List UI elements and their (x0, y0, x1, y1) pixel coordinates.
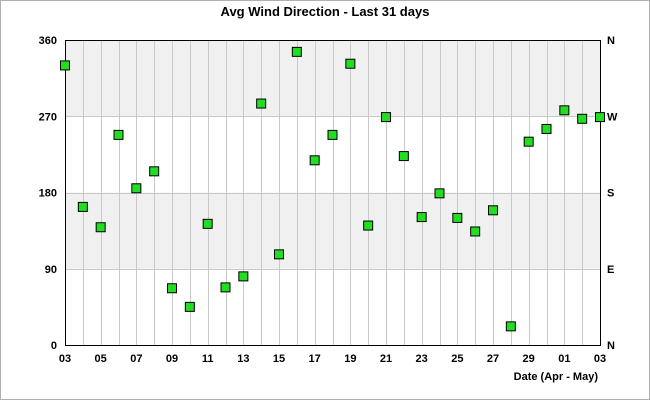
data-point (595, 112, 605, 123)
data-point (488, 205, 498, 216)
plot-area-border (65, 40, 601, 346)
x-tick-label: 03 (59, 353, 71, 365)
data-point (327, 129, 338, 140)
x-tick-label: 27 (487, 353, 499, 365)
x-tick-label: 17 (309, 353, 321, 365)
y-tick-label: 270 (39, 111, 57, 123)
x-tick-label: 03 (594, 353, 606, 365)
direction-tick-label: S (607, 188, 614, 200)
data-point (452, 212, 463, 223)
y-tick-label: 0 (51, 340, 57, 352)
data-point (398, 151, 409, 162)
data-point (291, 46, 302, 57)
plot-band (65, 192, 600, 269)
data-point (523, 136, 534, 147)
data-point (470, 226, 481, 237)
x-axis-label: Date (Apr - May) (514, 371, 599, 383)
data-point (60, 60, 70, 71)
data-point (113, 129, 124, 140)
plot-band (65, 40, 600, 117)
chart-title: Avg Wind Direction - Last 31 days (221, 4, 430, 19)
data-point (167, 283, 177, 294)
data-point (559, 105, 570, 116)
x-tick-label: 15 (273, 353, 285, 365)
right-axis-tick-labels: N E S W N (607, 35, 618, 352)
plot-bands (65, 40, 600, 269)
x-tick-label: 01 (558, 353, 570, 365)
y-tick-label: 360 (39, 35, 57, 47)
x-tick-label: 29 (523, 353, 535, 365)
y-tick-label: 180 (39, 188, 57, 200)
x-axis-tick-labels: 03 05 07 09 11 13 15 17 19 21 23 25 27 29 01 03 (59, 353, 606, 365)
x-tick-label: 23 (416, 353, 428, 365)
data-point (238, 271, 249, 282)
data-point (416, 212, 427, 223)
y-tick-label: 90 (45, 264, 57, 276)
direction-tick-label: N (607, 340, 615, 352)
x-tick-label: 19 (344, 353, 356, 365)
data-point (131, 183, 142, 194)
direction-tick-label: E (607, 264, 614, 276)
data-point (345, 58, 356, 69)
x-tick-label: 13 (237, 353, 249, 365)
data-point (202, 218, 213, 229)
data-point (541, 123, 552, 134)
x-tick-label: 05 (95, 353, 107, 365)
data-point (577, 113, 588, 124)
plot-grid (65, 40, 600, 345)
x-tick-label: 09 (166, 353, 178, 365)
data-point (256, 98, 267, 109)
data-point (184, 301, 195, 312)
x-tick-label: 07 (130, 353, 142, 365)
y-axis-tick-labels: 0 90 180 270 360 (39, 35, 57, 352)
x-tick-label: 11 (202, 353, 214, 365)
data-point (149, 166, 160, 177)
data-point (274, 249, 284, 260)
data-point (505, 321, 516, 332)
data-point (95, 222, 106, 233)
direction-tick-label: W (607, 111, 618, 123)
x-tick-label: 21 (380, 353, 392, 365)
data-point (309, 155, 320, 166)
data-points (60, 46, 605, 332)
data-point (381, 112, 391, 123)
x-tick-label: 25 (451, 353, 463, 365)
data-point (363, 220, 374, 231)
data-point (77, 201, 88, 212)
direction-tick-label: N (607, 35, 615, 47)
data-point (434, 188, 445, 199)
data-point (220, 282, 231, 293)
